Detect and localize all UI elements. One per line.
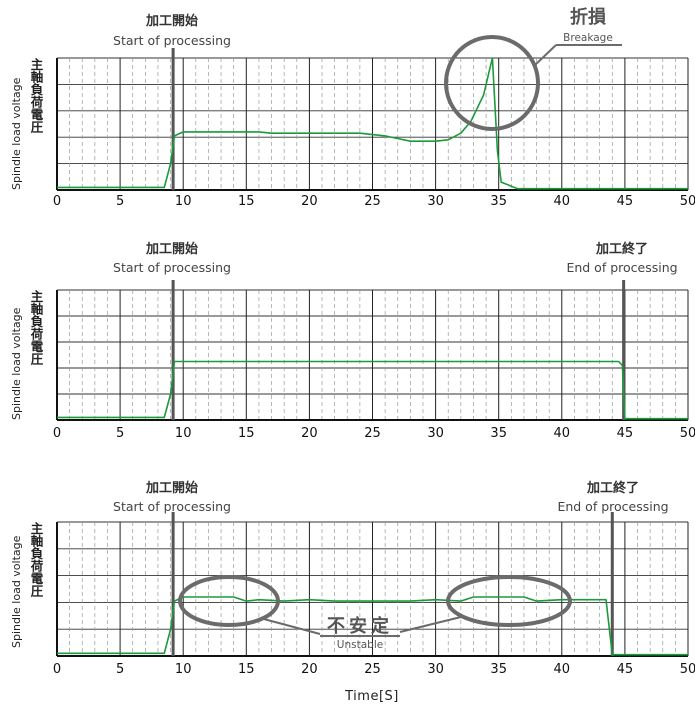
x-tick-label: 0 bbox=[53, 662, 61, 677]
start-label-en: Start of processing bbox=[113, 33, 231, 48]
unstable-annotation: 不安定 Unstable bbox=[178, 575, 572, 651]
x-tick-label: 15 bbox=[238, 662, 255, 677]
x-tick-label: 0 bbox=[53, 194, 61, 209]
end-label-en: End of processing bbox=[557, 499, 668, 514]
end-label-en: End of processing bbox=[566, 260, 677, 275]
breakage-annotation: 折損 Breakage bbox=[444, 6, 622, 131]
x-tick-label: 35 bbox=[490, 194, 507, 209]
x-tick-label: 40 bbox=[554, 194, 571, 209]
start-label-en: Start of processing bbox=[113, 499, 231, 514]
chart-normal: 加工開始 Start of processing 加工終了 End of pro… bbox=[10, 241, 695, 441]
x-tick-label: 30 bbox=[427, 426, 444, 441]
x-tick-label: 45 bbox=[617, 426, 634, 441]
x-tick-label: 20 bbox=[301, 426, 318, 441]
unstable-ellipse-left bbox=[178, 575, 280, 627]
x-tick-label: 35 bbox=[490, 426, 507, 441]
unstable-label-jp: 不安定 bbox=[327, 615, 393, 637]
end-label-jp: 加工終了 bbox=[595, 241, 648, 257]
series-line bbox=[57, 596, 688, 656]
y-axis-label-en: Spindle load voltage bbox=[10, 77, 23, 190]
x-tick-label: 45 bbox=[617, 194, 634, 209]
x-tick-label: 50 bbox=[680, 426, 695, 441]
unstable-leader-right bbox=[399, 616, 462, 633]
x-tick-label: 10 bbox=[175, 662, 192, 677]
breakage-label-jp: 折損 bbox=[570, 6, 607, 28]
x-tick-label: 35 bbox=[490, 662, 507, 677]
start-label-jp: 加工開始 bbox=[145, 241, 198, 257]
x-tick-label: 50 bbox=[680, 662, 695, 677]
x-tick-label: 5 bbox=[116, 662, 124, 677]
start-label-en: Start of processing bbox=[113, 260, 231, 275]
x-tick-label: 20 bbox=[301, 662, 318, 677]
unstable-leader-left bbox=[259, 617, 321, 635]
x-tick-label: 30 bbox=[427, 662, 444, 677]
x-tick-label: 40 bbox=[554, 426, 571, 441]
x-tick-label: 25 bbox=[364, 194, 381, 209]
grid bbox=[56, 57, 689, 190]
y-axis-label-jp: 主軸負荷電圧 bbox=[29, 521, 44, 598]
x-tick-label: 10 bbox=[175, 426, 192, 441]
end-label-jp: 加工終了 bbox=[586, 480, 639, 496]
unstable-label-en: Unstable bbox=[337, 639, 383, 651]
y-axis-label-en: Spindle load voltage bbox=[10, 307, 23, 420]
start-label-jp: 加工開始 bbox=[145, 480, 198, 496]
x-tick-label: 25 bbox=[364, 662, 381, 677]
x-tick-label: 50 bbox=[680, 194, 695, 209]
x-tick-label: 25 bbox=[364, 426, 381, 441]
grid bbox=[56, 289, 689, 420]
breakage-circle bbox=[444, 35, 540, 131]
x-tick-label: 5 bbox=[116, 426, 124, 441]
series-line bbox=[57, 57, 688, 190]
y-axis-label-jp: 主軸負荷電圧 bbox=[29, 289, 44, 366]
x-tick-label: 20 bbox=[301, 194, 318, 209]
chart-unstable: 加工開始 Start of processing 加工終了 End of pro… bbox=[10, 480, 695, 677]
x-tick-label: 40 bbox=[554, 662, 571, 677]
x-tick-label: 15 bbox=[238, 194, 255, 209]
breakage-label-en: Breakage bbox=[563, 32, 613, 44]
x-tick-label: 0 bbox=[53, 426, 61, 441]
x-axis-label: Time[S] bbox=[344, 689, 399, 704]
series-line bbox=[57, 360, 688, 420]
x-tick-label: 30 bbox=[427, 194, 444, 209]
y-axis-label-en: Spindle load voltage bbox=[10, 535, 23, 648]
x-tick-label: 5 bbox=[116, 194, 124, 209]
breakage-leader-line bbox=[533, 44, 557, 67]
x-tick-label: 15 bbox=[238, 426, 255, 441]
x-tick-label: 45 bbox=[617, 662, 634, 677]
x-tick-label: 10 bbox=[175, 194, 192, 209]
unstable-ellipse-right bbox=[446, 575, 572, 627]
start-label-jp: 加工開始 bbox=[145, 13, 198, 29]
y-axis-label-jp: 主軸負荷電圧 bbox=[29, 57, 44, 134]
